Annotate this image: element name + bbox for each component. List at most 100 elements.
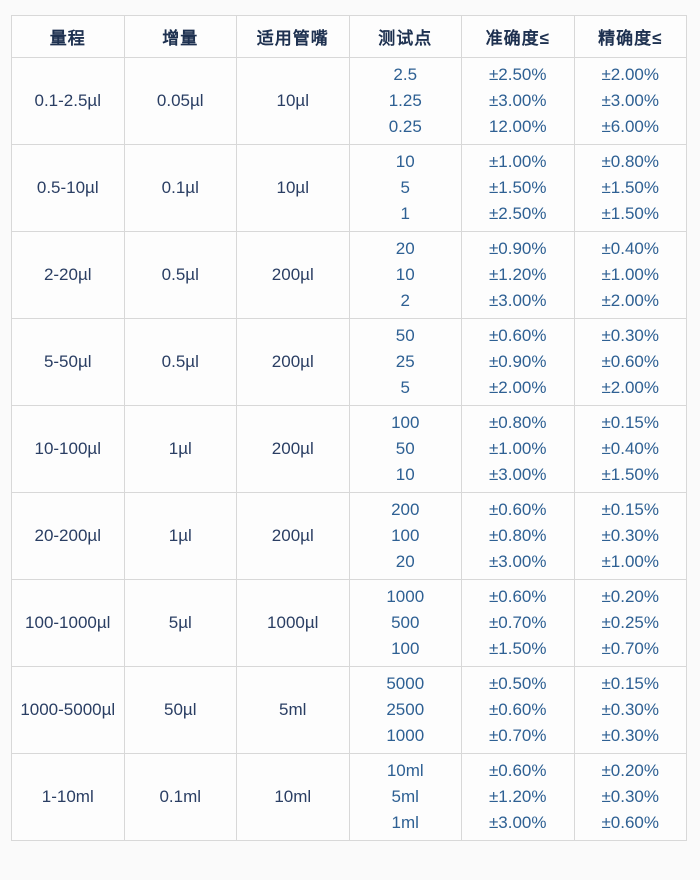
test-point-cell-line: 25 <box>395 352 415 371</box>
tip-cell: 5ml <box>236 666 350 754</box>
precision-cell-line: ±2.00% <box>601 291 660 310</box>
test-point-cell-line: 50 <box>395 326 415 345</box>
accuracy-cell-line: ±0.60% <box>488 587 547 606</box>
accuracy-cell-line: ±3.00% <box>488 465 547 484</box>
precision-cell-line: ±0.30% <box>601 326 660 345</box>
precision-cell-line: ±1.50% <box>601 204 660 223</box>
precision-cell-line: ±1.00% <box>601 265 660 284</box>
test-point-cell-line: 1ml <box>391 813 419 832</box>
precision-cell: ±0.15% ±0.30% ±0.30% <box>573 666 687 754</box>
table-row: 100-1000µl 5µl 1000µl 1000 500 100 ±0.60% ±0.70… <box>11 579 687 667</box>
test-point-cell-line: 2500 <box>386 700 425 719</box>
accuracy-cell: ±0.60% ±1.20% ±3.00% <box>461 753 575 841</box>
accuracy-cell-line: ±3.00% <box>488 552 547 571</box>
header-tip: 适用管嘴 <box>236 15 350 58</box>
test-point-cell-line: 10 <box>395 465 415 484</box>
precision-cell-line: ±0.25% <box>601 613 660 632</box>
precision-cell: ±0.15% ±0.30% ±1.00% <box>573 492 687 580</box>
test-point-cell-line: 100 <box>391 413 420 432</box>
tip-cell: 200µl <box>236 405 350 493</box>
table-row: 0.5-10µl 0.1µl 10µl 10 5 1 ±1.00% ±1.50% ±2.50% ±… <box>11 144 687 232</box>
range-cell: 5-50µl <box>11 318 125 406</box>
test-point-cell-line: 10ml <box>386 761 424 780</box>
test-point-cell: 200 100 20 <box>348 492 462 580</box>
test-point-cell-line: 100 <box>391 526 420 545</box>
precision-cell-line: ±0.60% <box>601 813 660 832</box>
increment-cell: 0.05µl <box>123 57 237 145</box>
accuracy-cell-line: ±1.00% <box>488 152 547 171</box>
range-cell: 1-10ml <box>11 753 125 841</box>
header-increment: 增量 <box>123 15 237 58</box>
accuracy-cell: ±0.80% ±1.00% ±3.00% <box>461 405 575 493</box>
test-point-cell: 100 50 10 <box>348 405 462 493</box>
accuracy-cell-line: ±0.60% <box>488 700 547 719</box>
accuracy-cell-line: ±1.20% <box>488 265 547 284</box>
precision-cell-line: ±2.00% <box>601 65 660 84</box>
table-row: 2-20µl 0.5µl 200µl 20 10 2 ±0.90% ±1.20% ±3.00% ±… <box>11 231 687 319</box>
range-cell: 20-200µl <box>11 492 125 580</box>
header-precision: 精确度≤ <box>573 15 687 58</box>
accuracy-cell-line: ±0.60% <box>488 326 547 345</box>
increment-cell: 50µl <box>123 666 237 754</box>
precision-cell-line: ±0.80% <box>601 152 660 171</box>
test-point-cell-line: 1000 <box>386 726 425 745</box>
range-cell: 0.5-10µl <box>11 144 125 232</box>
header-testpoint: 测试点 <box>348 15 462 58</box>
accuracy-cell: ±0.60% ±0.70% ±1.50% <box>461 579 575 667</box>
accuracy-cell: ±1.00% ±1.50% ±2.50% <box>461 144 575 232</box>
precision-cell: ±0.40% ±1.00% ±2.00% <box>573 231 687 319</box>
increment-cell: 0.1µl <box>123 144 237 232</box>
precision-cell-line: ±0.40% <box>601 239 660 258</box>
precision-cell-line: ±1.50% <box>601 178 660 197</box>
accuracy-cell: ±0.90% ±1.20% ±3.00% <box>461 231 575 319</box>
tip-cell: 200µl <box>236 231 350 319</box>
test-point-cell: 20 10 2 <box>348 231 462 319</box>
accuracy-cell-line: ±0.90% <box>488 352 547 371</box>
accuracy-cell: ±0.50% ±0.60% ±0.70% <box>461 666 575 754</box>
precision-cell: ±0.20% ±0.30% ±0.60% <box>573 753 687 841</box>
tip-cell: 10ml <box>236 753 350 841</box>
test-point-cell-line: 1.25 <box>388 91 422 110</box>
test-point-cell-line: 1 <box>400 204 410 223</box>
table-row: 20-200µl 1µl 200µl 200 100 20 ±0.60% ±0.80% ±3.0… <box>11 492 687 580</box>
table-row: 10-100µl 1µl 200µl 100 50 10 ±0.80% ±1.00% ±3.00… <box>11 405 687 493</box>
test-point-cell: 10ml 5ml 1ml <box>348 753 462 841</box>
precision-cell-line: ±0.70% <box>601 639 660 658</box>
test-point-cell-line: 0.25 <box>388 117 422 136</box>
test-point-cell-line: 500 <box>391 613 420 632</box>
accuracy-cell-line: ±0.60% <box>488 761 547 780</box>
precision-cell: ±0.20% ±0.25% ±0.70% <box>573 579 687 667</box>
precision-cell-line: ±0.20% <box>601 587 660 606</box>
accuracy-cell-line: ±0.90% <box>488 239 547 258</box>
precision-cell-line: ±0.30% <box>601 726 660 745</box>
tip-cell: 1000µl <box>236 579 350 667</box>
accuracy-cell-line: ±2.50% <box>488 204 547 223</box>
table-row: 1000-5000µl 50µl 5ml 5000 2500 1000 ±0.50% ±0.6… <box>11 666 687 754</box>
precision-cell-line: ±0.15% <box>601 674 660 693</box>
increment-cell: 5µl <box>123 579 237 667</box>
precision-cell: ±0.15% ±0.40% ±1.50% <box>573 405 687 493</box>
test-point-cell-line: 200 <box>391 500 420 519</box>
precision-cell-line: ±1.50% <box>601 465 660 484</box>
precision-cell-line: ±0.30% <box>601 526 660 545</box>
accuracy-cell: ±2.50% ±3.00% 12.00% <box>461 57 575 145</box>
precision-cell-line: ±3.00% <box>601 91 660 110</box>
accuracy-cell-line: ±0.80% <box>488 526 547 545</box>
precision-cell-line: ±0.40% <box>601 439 660 458</box>
accuracy-cell-line: ±1.20% <box>488 787 547 806</box>
test-point-cell-line: 10 <box>395 265 415 284</box>
precision-cell-line: ±2.00% <box>601 378 660 397</box>
increment-cell: 0.5µl <box>123 231 237 319</box>
accuracy-cell-line: ±3.00% <box>488 813 547 832</box>
accuracy-cell-line: ±1.00% <box>488 439 547 458</box>
test-point-cell: 5000 2500 1000 <box>348 666 462 754</box>
test-point-cell: 2.5 1.25 0.25 <box>348 57 462 145</box>
accuracy-cell-line: ±0.80% <box>488 413 547 432</box>
precision-cell-line: ±1.00% <box>601 552 660 571</box>
table-row: 5-50µl 0.5µl 200µl 50 25 5 ±0.60% ±0.90% ±2.00% ±… <box>11 318 687 406</box>
test-point-cell-line: 5ml <box>391 787 419 806</box>
increment-cell: 0.1ml <box>123 753 237 841</box>
test-point-cell: 10 5 1 <box>348 144 462 232</box>
accuracy-cell-line: ±0.50% <box>488 674 547 693</box>
table-row: 1-10ml 0.1ml 10ml 10ml 5ml 1ml ±0.60% ±1.20% ±3.… <box>11 753 687 841</box>
